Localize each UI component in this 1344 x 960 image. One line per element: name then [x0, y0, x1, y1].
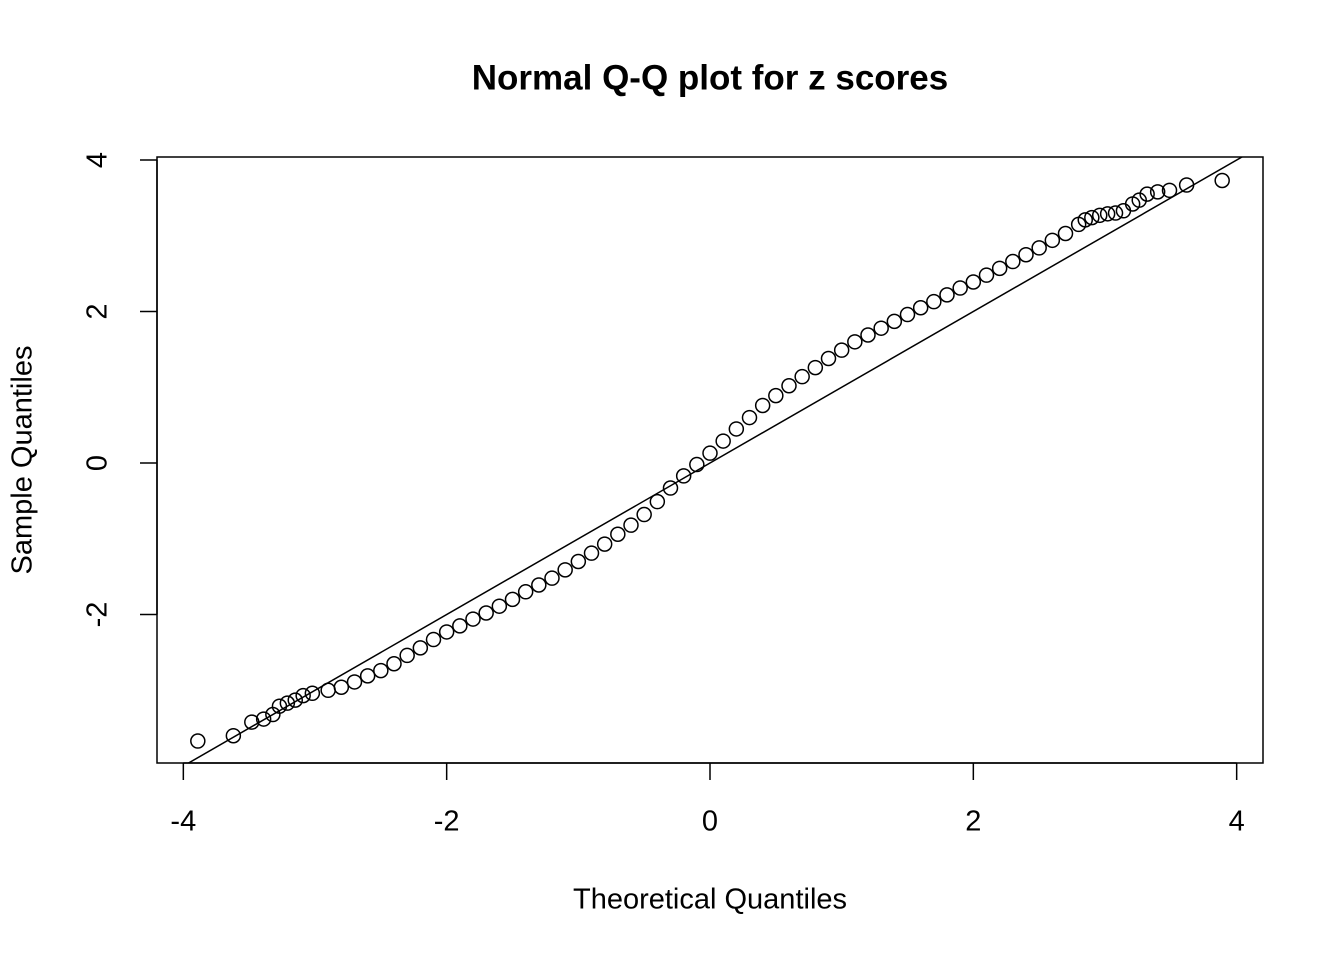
point	[478, 605, 494, 621]
point	[1149, 184, 1166, 200]
x-tick-label: -2	[434, 806, 460, 838]
point	[190, 733, 206, 749]
point	[1044, 232, 1061, 249]
point	[465, 611, 481, 627]
point	[1077, 212, 1093, 228]
point	[320, 682, 336, 699]
chart-title: Normal Q-Q plot for z scores	[472, 58, 948, 97]
point	[295, 687, 311, 704]
point	[1031, 240, 1047, 256]
point	[452, 618, 468, 634]
point	[860, 327, 876, 343]
point	[794, 368, 810, 385]
y-tick-label: 2	[82, 303, 114, 319]
point	[886, 313, 903, 330]
point	[333, 679, 350, 695]
point	[1161, 182, 1178, 199]
x-tick-label: 0	[702, 806, 718, 838]
point	[346, 674, 363, 690]
point	[689, 456, 705, 473]
point	[702, 445, 718, 461]
point	[768, 387, 784, 404]
point	[847, 334, 863, 350]
point	[225, 727, 242, 744]
y-axis-label: Sample Quantiles	[7, 346, 39, 575]
point	[287, 692, 303, 708]
x-tick-label: 4	[1229, 806, 1245, 838]
point	[583, 545, 600, 561]
point	[820, 350, 837, 367]
point	[662, 480, 679, 496]
point	[1178, 177, 1195, 193]
y-tick-label: 4	[82, 152, 114, 168]
point	[557, 562, 573, 578]
point	[1018, 246, 1034, 263]
point	[1099, 206, 1116, 222]
y-tick-label: -2	[82, 602, 114, 628]
point	[412, 640, 429, 656]
point	[271, 698, 288, 714]
point	[741, 409, 758, 426]
point	[386, 656, 402, 672]
point	[399, 647, 415, 664]
point	[544, 570, 560, 586]
point	[1131, 192, 1147, 208]
point	[807, 359, 824, 376]
point	[965, 274, 982, 290]
point	[623, 517, 639, 533]
point	[373, 662, 389, 679]
point	[1005, 253, 1021, 270]
point	[636, 506, 652, 523]
point	[531, 577, 547, 593]
point	[244, 714, 260, 730]
y-tick-label: 0	[82, 455, 114, 471]
point	[570, 553, 587, 570]
point	[926, 293, 942, 310]
point	[649, 493, 666, 510]
reference-line	[187, 157, 1244, 763]
point	[912, 299, 929, 316]
point	[1139, 186, 1155, 202]
point	[610, 526, 626, 542]
point	[1057, 225, 1074, 242]
x-tick-label: 2	[965, 806, 981, 838]
point	[939, 287, 955, 303]
point	[504, 591, 521, 608]
point	[1091, 207, 1108, 224]
point	[833, 342, 850, 358]
point	[359, 668, 376, 684]
point	[1084, 209, 1100, 226]
point	[899, 306, 916, 323]
point	[279, 695, 296, 711]
point	[517, 584, 534, 600]
point	[728, 421, 745, 437]
point	[491, 598, 508, 614]
point	[425, 631, 442, 648]
point	[675, 468, 692, 484]
point	[952, 280, 968, 296]
point	[873, 320, 889, 336]
x-tick-label: -4	[170, 806, 196, 838]
point	[255, 711, 272, 727]
point	[596, 536, 613, 552]
point	[781, 378, 797, 394]
point	[1115, 203, 1132, 219]
point	[754, 397, 771, 414]
point	[1214, 172, 1230, 189]
point	[304, 685, 321, 702]
point	[438, 624, 455, 640]
point	[1107, 205, 1124, 221]
point	[715, 433, 731, 449]
x-axis-label: Theoretical Quantiles	[573, 884, 847, 916]
point	[991, 260, 1008, 277]
point	[978, 267, 995, 283]
